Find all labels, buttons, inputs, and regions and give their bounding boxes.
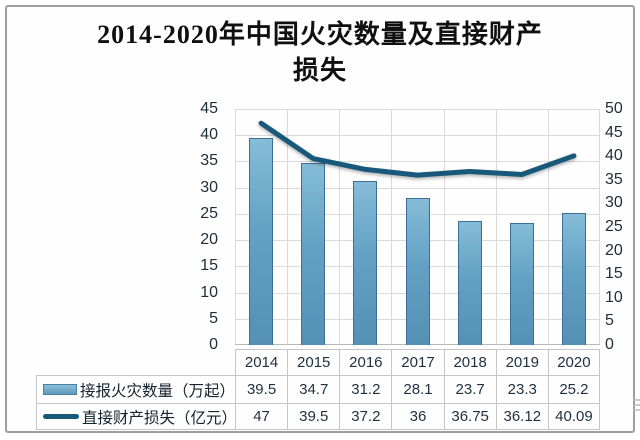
property-loss-line [258,120,577,178]
right-axis-tick: 5 [605,312,614,330]
left-axis-tick: 20 [200,231,218,249]
right-axis-tick: 10 [605,288,623,306]
bar-2016 [353,181,378,345]
left-axis-tick: 35 [200,152,218,170]
left-axis-tick: 0 [209,336,218,353]
watermark-fragment [633,399,640,414]
gridline-vertical [599,109,600,345]
value-cell: 47 [235,403,288,430]
corner-cell [36,349,235,375]
bar-2019 [509,222,534,345]
bar-2015 [301,163,326,345]
left-axis-tick: 30 [200,178,218,196]
value-cell: 25.2 [547,375,600,403]
value-cell: 39.5 [235,375,288,403]
right-axis-tick: 35 [605,170,623,188]
gridline-horizontal [235,135,600,137]
gridline-vertical [443,109,445,345]
right-axis-tick: 25 [605,218,623,235]
right-axis-tick: 0 [605,336,614,353]
gridline-horizontal [235,161,600,163]
value-cell: 28.1 [391,375,444,403]
value-cell: 23.7 [443,375,496,403]
gridline-horizontal [235,109,600,110]
chart-title-line1: 2014-2020年中国火灾数量及直接财产 [97,20,543,49]
series-label-cell: 接报火灾数量（万起） [36,375,235,403]
left-axis-tick: 10 [200,283,218,301]
gridline-vertical [235,109,236,345]
right-axis-tick: 15 [605,265,623,283]
year-header-cell: 2018 [443,349,496,375]
left-axis-tick: 45 [200,100,218,117]
right-axis-tick: 20 [605,241,623,259]
year-header-cell: 2015 [287,349,340,375]
series-name: 直接财产损失（亿元） [82,409,235,427]
left-axis-tick: 15 [200,257,218,275]
data-table: 2014 2015 2016 2017 2018 2019 2020 接报火灾数量（万起） 39… [36,349,600,430]
chart-title: 2014-2020年中国火灾数量及直接财产 损失 [37,17,603,89]
year-header-cell: 2016 [339,349,392,375]
value-cell: 31.2 [339,375,392,403]
gridline-vertical [339,109,341,345]
left-axis-tick: 25 [200,204,218,222]
gridline-vertical [547,109,549,345]
bar-2018 [457,220,482,345]
value-cell: 36.75 [443,403,496,430]
right-axis-tick: 50 [605,100,623,117]
year-header-cell: 2017 [391,349,444,375]
left-axis-tick: 40 [200,126,218,144]
gridline-vertical [391,109,393,345]
value-cell: 34.7 [287,375,340,403]
left-axis-tick: 5 [209,309,218,327]
series-label-cell: 直接财产损失（亿元） [36,403,235,430]
right-axis-tick: 40 [605,147,623,165]
right-axis-tick: 30 [605,194,623,212]
bar-2014 [249,137,274,345]
value-cell: 37.2 [339,403,392,430]
value-cell: 36.12 [495,403,548,430]
series-name: 接报火灾数量（万起） [80,382,235,400]
right-axis-tick: 45 [605,123,623,141]
value-cell: 40.09 [547,403,600,430]
year-header-cell: 2020 [547,349,600,375]
bar-2017 [405,197,430,345]
legend-line-swatch [43,414,79,419]
gridline-vertical [287,109,289,345]
plot-area [235,109,600,345]
year-header-cell: 2014 [235,349,288,375]
legend-bar-swatch [43,384,77,395]
gridline-horizontal [235,187,600,189]
value-cell: 39.5 [287,403,340,430]
bar-2020 [561,212,586,345]
value-cell: 23.3 [495,375,548,403]
year-header-cell: 2019 [495,349,548,375]
chart-title-line2: 损失 [292,56,347,85]
gridline-vertical [495,109,497,345]
value-cell: 36 [391,403,444,430]
